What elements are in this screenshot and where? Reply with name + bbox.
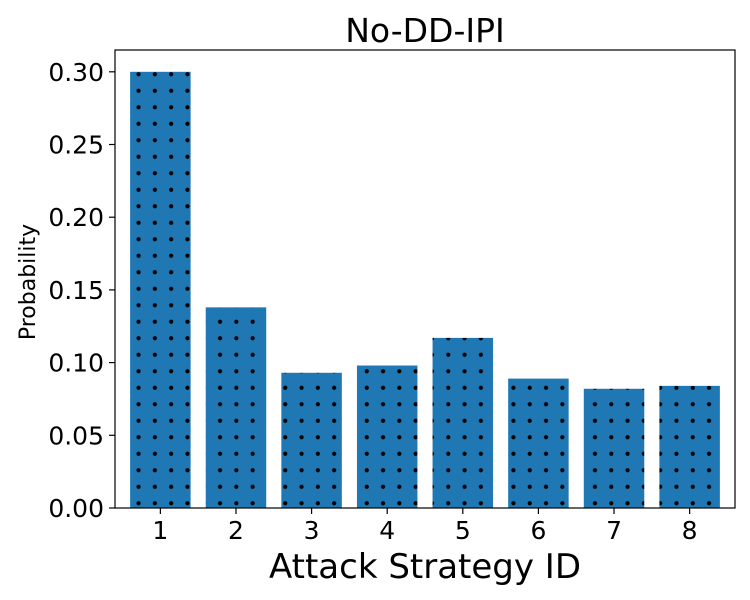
x-tick-label: 8	[682, 516, 698, 545]
bar-1	[130, 71, 191, 509]
x-axis: 1 2 3 4 5 6 7 8	[152, 508, 698, 545]
x-tick-label: 6	[530, 516, 546, 545]
y-tick-label: 0.20	[48, 203, 104, 232]
bar-7	[583, 388, 645, 508]
y-tick-label: 0.15	[48, 276, 104, 305]
y-tick-label: 0.05	[48, 421, 104, 450]
bar-8	[659, 385, 720, 508]
bar-3	[281, 372, 342, 508]
y-axis: 0.00 0.05 0.10 0.15 0.20 0.25 0.30	[48, 58, 115, 523]
y-tick-label: 0.10	[48, 349, 104, 378]
plot-frame	[114, 49, 736, 509]
x-tick-label: 4	[379, 516, 395, 545]
x-tick-label: 5	[455, 516, 471, 545]
x-axis-label: Attack Strategy ID	[269, 547, 581, 587]
bar-4	[356, 365, 418, 508]
x-tick-label: 1	[152, 516, 168, 545]
bar-6	[508, 378, 569, 508]
bars-group	[130, 71, 720, 509]
y-tick-label: 0.25	[48, 131, 104, 160]
y-axis-label: Probability	[16, 224, 41, 340]
bar-5	[432, 337, 494, 508]
chart-title: No-DD-IPI	[345, 11, 505, 50]
x-tick-label: 2	[228, 516, 244, 545]
y-tick-label: 0.30	[48, 58, 104, 87]
y-tick-label: 0.00	[48, 494, 104, 523]
bar-2	[205, 307, 267, 508]
x-tick-label: 7	[606, 516, 622, 545]
x-tick-label: 3	[304, 516, 320, 545]
